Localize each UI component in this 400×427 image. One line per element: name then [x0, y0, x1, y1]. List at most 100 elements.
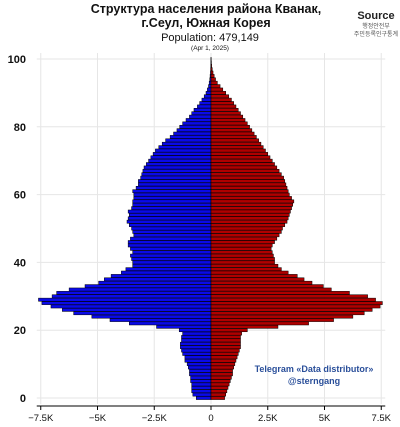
bar-male: [121, 270, 212, 275]
bar-male: [140, 175, 212, 180]
x-tick-label: 2.5K: [258, 413, 278, 424]
x-tick-label: 7.5K: [371, 413, 391, 424]
bar-male: [131, 206, 212, 210]
bar-male: [143, 165, 212, 170]
x-axis-ticks: −7.5K −5K −2.5K 0 2.5K 5K 7.5K: [28, 406, 392, 424]
bar-male: [189, 114, 212, 119]
bar-male: [181, 338, 212, 343]
bar-male: [186, 362, 212, 366]
bar-female: [210, 321, 309, 326]
bar-female: [210, 375, 232, 380]
bar-male: [191, 382, 212, 387]
bar-male: [104, 277, 212, 282]
bar-female: [210, 202, 293, 207]
bar-female: [210, 179, 286, 183]
bar-male: [180, 341, 212, 346]
y-axis-ticks: 0 20 40 60 80 100: [8, 54, 26, 405]
x-tick-label: −5K: [89, 413, 107, 424]
bar-male: [141, 172, 212, 177]
bar-female: [210, 162, 275, 166]
bar-female: [210, 216, 289, 221]
bar-male: [180, 345, 212, 349]
bar-male: [131, 257, 212, 261]
bar-female: [210, 186, 288, 190]
bar-female: [210, 172, 282, 177]
bar-male: [127, 240, 212, 244]
bar-male: [192, 392, 212, 397]
bar-female: [210, 230, 282, 234]
bar-male: [191, 389, 212, 394]
bar-female: [210, 301, 383, 305]
bar-male: [201, 97, 212, 102]
bar-male: [127, 216, 212, 221]
bar-male: [129, 223, 212, 227]
bar-male: [142, 169, 212, 173]
bar-male: [132, 202, 212, 207]
bar-male: [132, 189, 212, 194]
bar-female: [210, 318, 334, 322]
bar-female: [210, 396, 225, 400]
bar-male: [199, 101, 212, 105]
bar-female: [210, 114, 244, 119]
x-tick-label: −2.5K: [142, 413, 168, 424]
bar-male: [190, 375, 212, 380]
bar-female: [210, 311, 365, 316]
bar-male: [129, 213, 212, 217]
chart-title-line1: Структура населения района Кванак,: [91, 2, 321, 16]
bar-female: [210, 314, 354, 319]
bar-female: [210, 182, 287, 187]
watermark-line1: Telegram «Data distributor»: [255, 364, 374, 374]
bar-female: [210, 392, 227, 397]
bar-female: [210, 253, 274, 258]
bar-female: [210, 236, 278, 241]
bar-female: [210, 152, 268, 156]
bar-male: [130, 247, 212, 251]
bar-male: [129, 321, 212, 326]
x-tick-label: −7.5K: [28, 413, 54, 424]
bar-male: [84, 284, 212, 288]
source-line1: 행정안전부: [362, 22, 390, 30]
bar-female: [210, 341, 241, 346]
bar-male: [132, 260, 212, 265]
bar-male: [197, 104, 212, 109]
bar-female: [210, 291, 350, 295]
bar-male: [133, 196, 212, 200]
bar-female: [210, 297, 376, 302]
bar-female: [210, 345, 241, 349]
bar-female: [210, 324, 279, 329]
bar-female: [210, 91, 227, 95]
bar-male: [156, 324, 212, 329]
bar-male: [132, 250, 212, 255]
bar-female: [210, 111, 241, 116]
bar-female: [210, 365, 234, 370]
y-tick-label: 100: [8, 54, 26, 66]
bar-female: [210, 138, 259, 143]
date-label: (Apr 1, 2025): [191, 45, 229, 52]
y-tick-label: 60: [14, 190, 26, 202]
bar-female: [210, 213, 290, 217]
bar-male: [181, 348, 212, 353]
bar-female: [210, 270, 289, 275]
bar-female: [210, 196, 292, 200]
bar-male: [125, 267, 212, 271]
bar-male: [184, 358, 212, 363]
bar-female: [210, 158, 273, 163]
bar-female: [210, 243, 273, 248]
bar-male: [173, 131, 212, 136]
bar-female: [210, 382, 230, 387]
bar-female: [210, 131, 255, 136]
bar-male: [182, 121, 212, 126]
bar-male: [38, 297, 212, 302]
bar-male: [155, 148, 212, 153]
bar-female: [210, 274, 298, 278]
bar-male: [73, 311, 212, 316]
bar-female: [210, 141, 262, 146]
bar-female: [210, 386, 229, 390]
bar-male: [195, 396, 212, 400]
bar-female: [210, 80, 218, 85]
bar-female: [210, 277, 305, 282]
watermark-line2: @sterngang: [288, 376, 340, 386]
bar-male: [127, 209, 212, 214]
bar-female: [210, 169, 280, 173]
y-tick-label: 40: [14, 257, 26, 269]
